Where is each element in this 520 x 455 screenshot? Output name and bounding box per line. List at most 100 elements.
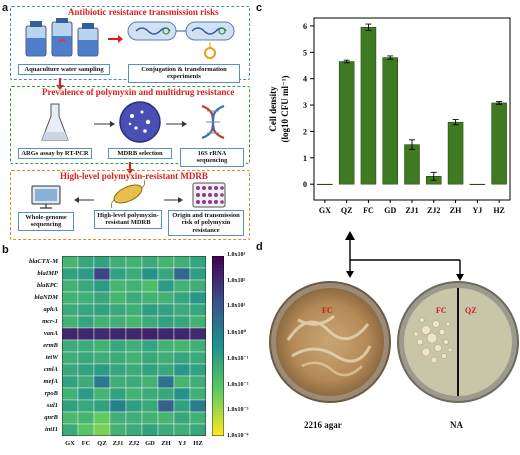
heatmap-cell: [157, 363, 175, 377]
heatmap-cell: [173, 327, 191, 341]
well-plate-icon: [192, 182, 226, 208]
plate-na: [397, 281, 519, 403]
heatmap-cell: [141, 303, 159, 317]
arrow-right-icon-3: [166, 121, 187, 127]
heatmap-cell: [157, 387, 175, 401]
heatmap-cell: [62, 411, 79, 425]
heatmap-cell: [189, 351, 206, 365]
heatmap-cell: [189, 411, 206, 425]
heatmap-cell: [189, 315, 206, 329]
colorbar-tick: 1.0x10¹: [227, 303, 246, 310]
heatmap-cell: [93, 256, 111, 269]
heatmap-cell: [109, 375, 127, 389]
bar: [360, 26, 377, 185]
heatmap-row-label: vanA: [43, 330, 58, 337]
heatmap-cell: [125, 279, 143, 293]
dna-icon: [201, 104, 225, 140]
heatmap-col-label: ZJ1: [112, 440, 124, 447]
heatmap-cell: [173, 279, 191, 293]
heatmap-cell: [77, 351, 95, 365]
heatmap-cell: [109, 315, 127, 329]
heatmap-cell: [189, 291, 206, 305]
heatmap-cell: [157, 339, 175, 353]
dish-right-label-fc: FC: [436, 306, 447, 315]
heatmap-cell: [109, 387, 127, 401]
heatmap-row-label: qnrB: [44, 414, 58, 421]
heatmap-cell: [157, 279, 175, 293]
heatmap-cell: [141, 411, 159, 425]
heatmap-col-label: YJ: [178, 440, 186, 447]
heatmap-row-label: tetW: [45, 354, 58, 361]
caption-origin-transmission: Origin and transmission risk of polymyxi…: [168, 210, 244, 237]
heatmap-cell: [189, 256, 206, 269]
heatmap-cell: [125, 339, 143, 353]
colorbar-tick: 1.0x10⁻³: [227, 407, 249, 414]
computer-icon: [31, 185, 61, 209]
heatmap-cell: [93, 339, 111, 353]
heatmap-cell: [173, 375, 191, 389]
heatmap-cell: [125, 399, 143, 413]
caption-na: NA: [450, 420, 463, 430]
heatmap-cell: [157, 267, 175, 281]
heatmap-cell: [157, 399, 175, 413]
heatmap-row-label: cmlA: [43, 366, 58, 373]
heatmap-cell: [62, 291, 79, 305]
heatmap-cell: [141, 291, 159, 305]
panel-label-b: b: [2, 244, 9, 256]
section2-title: Prevalence of polymyxin and multidrug re…: [42, 87, 235, 97]
heatmap-cell: [109, 303, 127, 317]
bar: [317, 183, 333, 185]
heatmap-cell: [109, 363, 127, 377]
y-tick-label: 4: [303, 75, 307, 84]
heatmap-cell: [62, 351, 79, 365]
colorbar-tick: 1.0x10⁰: [227, 330, 247, 337]
heatmap-cell: [173, 315, 191, 329]
heatmap-row-label: aphA: [43, 306, 58, 313]
heatmap-cell: [125, 291, 143, 305]
heatmap-cell: [141, 315, 159, 329]
caption-high-level-mdrb: High-level polymyxin-resistant MDRB: [94, 210, 162, 229]
heatmap-cell: [77, 339, 95, 353]
x-tick-label: FC: [363, 206, 374, 215]
heatmap-cell: [189, 399, 206, 413]
heatmap-cell: [62, 327, 79, 341]
heatmap-colorbar: [212, 256, 224, 436]
heatmap-row-label: intI1: [44, 426, 58, 433]
heatmap-cell: [157, 423, 175, 436]
panel-label-c: c: [256, 2, 263, 14]
heatmap-cell: [141, 327, 159, 341]
heatmap-row-label: mcr-1: [42, 318, 58, 325]
heatmap-col-label: GD: [145, 440, 155, 447]
caption-16s-sequencing: 16S rRNA sequencing: [180, 148, 244, 167]
heatmap-cell: [93, 315, 111, 329]
heatmap-col-label: HZ: [193, 440, 203, 447]
petri-dish-illustration: [119, 101, 161, 143]
heatmap-cell: [189, 387, 206, 401]
heatmap-row-label: rpoB: [44, 390, 58, 397]
x-tick-label: ZH: [450, 206, 462, 215]
heatmap-cell: [125, 363, 143, 377]
heatmap-cell: [109, 399, 127, 413]
heatmap-col-label: FC: [81, 440, 91, 447]
caption-wgs: Whole-genome sequencing: [18, 212, 74, 231]
heatmap-cell: [62, 279, 79, 293]
heatmap-cell: [189, 303, 206, 317]
y-tick-label: 6: [303, 22, 307, 31]
heatmap-cell: [93, 303, 111, 317]
conjugation-illustration: [127, 21, 235, 59]
heatmap-cell: [62, 363, 79, 377]
colorbar-tick: 1.0x10⁻⁴: [227, 433, 249, 439]
heatmap-cell: [189, 363, 206, 377]
heatmap-cell: [125, 303, 143, 317]
heatmap-cell: [173, 291, 191, 305]
error-bar: [452, 119, 459, 126]
heatmap-cell: [125, 351, 143, 365]
heatmap-row-label: ermB: [43, 342, 58, 349]
heatmap-row-label: blaKPC: [37, 282, 58, 289]
heatmap-cell: [125, 256, 143, 269]
heatmap-cell: [109, 411, 127, 425]
arrow-left-icon: [74, 197, 94, 203]
heatmap-cell: [77, 375, 95, 389]
colorbar-tick: 1.0x10²: [227, 277, 246, 284]
heatmap-cell: [62, 375, 79, 389]
